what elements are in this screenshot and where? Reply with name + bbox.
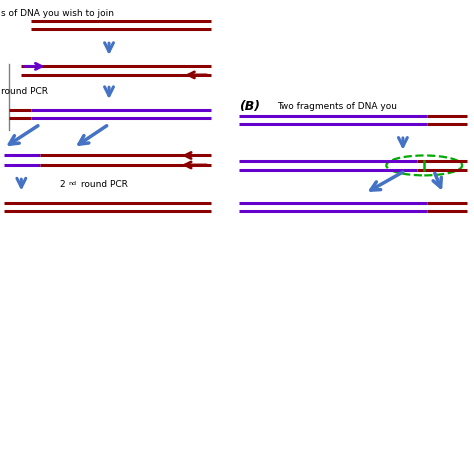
Text: (B): (B) <box>239 100 260 113</box>
Text: round PCR: round PCR <box>78 181 128 189</box>
Text: round PCR: round PCR <box>1 88 48 96</box>
Text: nd: nd <box>68 181 76 186</box>
Text: Two fragments of DNA you: Two fragments of DNA you <box>277 102 397 111</box>
Text: s of DNA you wish to join: s of DNA you wish to join <box>1 9 114 18</box>
Text: 2: 2 <box>59 181 65 189</box>
